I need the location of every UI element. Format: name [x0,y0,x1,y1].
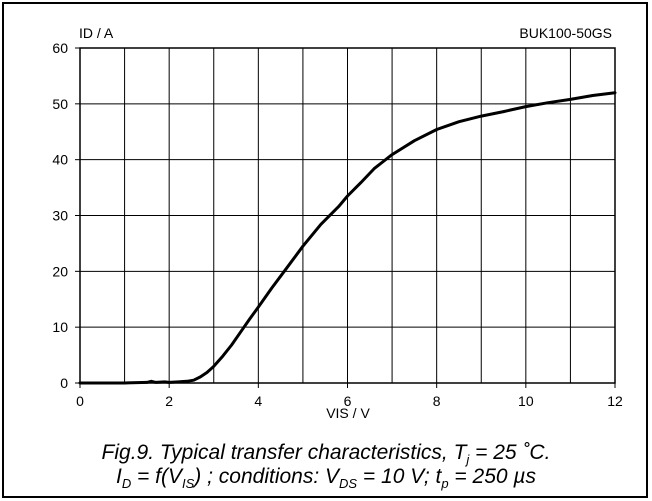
caption-subscript: IS [182,476,195,491]
y-tick-label: 20 [52,263,68,279]
x-tick-label: 12 [607,393,623,409]
series-line [78,91,617,385]
caption-subscript: j [466,452,470,467]
caption-text: = 250 µs [448,465,536,488]
y-tick-label: 40 [52,152,68,168]
device-annotation: BUK100-50GS [519,25,612,41]
x-tick-label: 6 [344,393,352,409]
caption-text: = f(V [131,465,182,488]
caption-text: Fig.9. Typical transfer characteristics,… [101,441,467,464]
figure-caption-line-1: Fig.9. Typical transfer characteristics,… [0,441,652,467]
caption-subscript: p [441,476,449,491]
x-axis-label: VIS / V [326,405,370,421]
x-tick-label: 2 [165,393,173,409]
x-tick-label: 10 [518,393,534,409]
y-tick-label: 0 [60,375,68,391]
y-tick-label: 60 [52,40,68,56]
figure-caption-line-2: ID = f(VIS) ; conditions: VDS = 10 V; tp… [0,465,652,491]
x-tick-label: 8 [433,393,441,409]
caption-text: I [115,465,122,488]
y-tick-label: 50 [52,96,68,112]
x-tick-label: 0 [76,393,84,409]
x-tick-labels: 0 2 4 6 8 10 12 [76,393,623,409]
y-axis-label: ID / A [79,25,114,41]
chart-grid [80,48,615,383]
caption-text: ) ; conditions: V [194,465,340,488]
x-tick-label: 4 [254,393,262,409]
y-tick-labels: 0 10 20 30 40 50 60 [52,40,68,391]
axis-ticks [75,47,616,388]
transfer-characteristics-chart: 0 2 4 6 8 10 12 0 10 20 30 40 50 60 ID / A BUK100-50… [52,25,623,421]
y-tick-label: 30 [52,208,68,224]
caption-subscript: D [121,476,132,491]
caption-subscript: DS [339,476,358,491]
caption-text: = 10 V; t [357,465,442,488]
y-tick-label: 10 [52,319,68,335]
caption-text: = 25 ˚C. [469,441,551,464]
